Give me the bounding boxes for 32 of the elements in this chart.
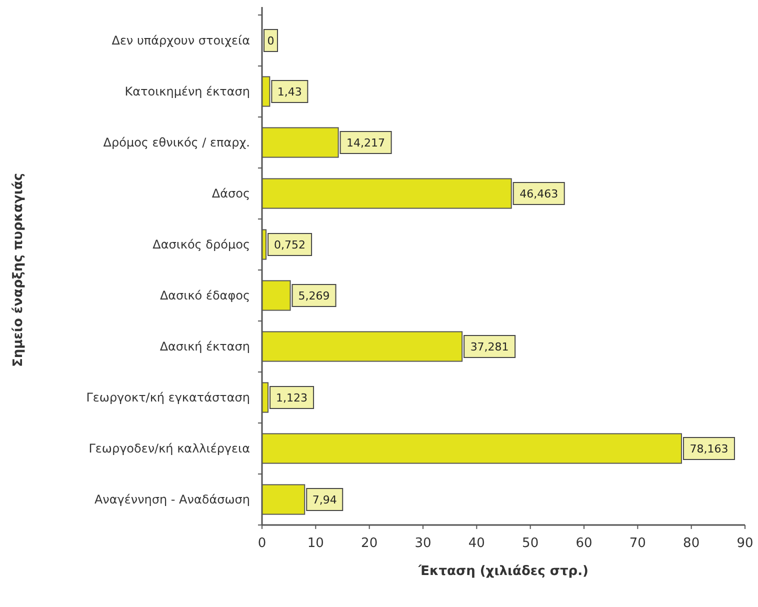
data-label: 1,123 bbox=[276, 392, 308, 404]
x-axis-title: Έκταση (χιλιάδες στρ.) bbox=[418, 564, 588, 579]
y-tick-label: Δασικός δρόμος bbox=[152, 238, 250, 252]
data-label: 14,217 bbox=[346, 136, 386, 150]
x-tick-label: 80 bbox=[683, 536, 700, 551]
x-tick-label: 50 bbox=[522, 536, 539, 551]
y-tick-label: Γεωργοκτ/κή εγκατάσταση bbox=[86, 390, 250, 404]
data-label: 1,43 bbox=[277, 86, 302, 98]
y-tick-label: Δασική έκταση bbox=[160, 340, 250, 354]
y-tick-label: Δεν υπάρχουν στοιχεία bbox=[112, 34, 250, 48]
x-tick-label: 0 bbox=[258, 536, 266, 551]
data-label: 7,94 bbox=[312, 494, 337, 506]
y-tick-label: Αναγέννηση - Αναδάσωση bbox=[94, 492, 250, 506]
y-tick-label: Κατοικημένη έκταση bbox=[124, 84, 250, 98]
x-tick-label: 60 bbox=[576, 536, 592, 551]
data-label: 37,281 bbox=[470, 340, 509, 354]
x-tick-label: 70 bbox=[629, 536, 646, 551]
x-tick-label: 10 bbox=[307, 536, 324, 551]
y-tick-label: Δασικό έδαφος bbox=[160, 288, 250, 302]
x-tick-label: 40 bbox=[468, 536, 485, 551]
y-tick-label: Γεωργοδεν/κή καλλιέργεια bbox=[88, 442, 250, 456]
data-label: 78,163 bbox=[690, 442, 728, 456]
y-tick-label: Δάσος bbox=[212, 186, 250, 200]
x-tick-label: 20 bbox=[361, 536, 378, 551]
data-label: 0 bbox=[267, 34, 274, 48]
x-tick-label: 90 bbox=[736, 536, 754, 551]
y-axis-title: Σημείο έναρξης πυρκαγιάς bbox=[11, 172, 26, 368]
data-label: 5,269 bbox=[298, 290, 330, 302]
x-tick-label: 30 bbox=[414, 536, 432, 551]
data-label: 0,752 bbox=[274, 238, 306, 252]
data-label: 46,463 bbox=[520, 188, 558, 200]
y-tick-label: Δρόμος εθνικός / επαρχ. bbox=[103, 136, 250, 150]
